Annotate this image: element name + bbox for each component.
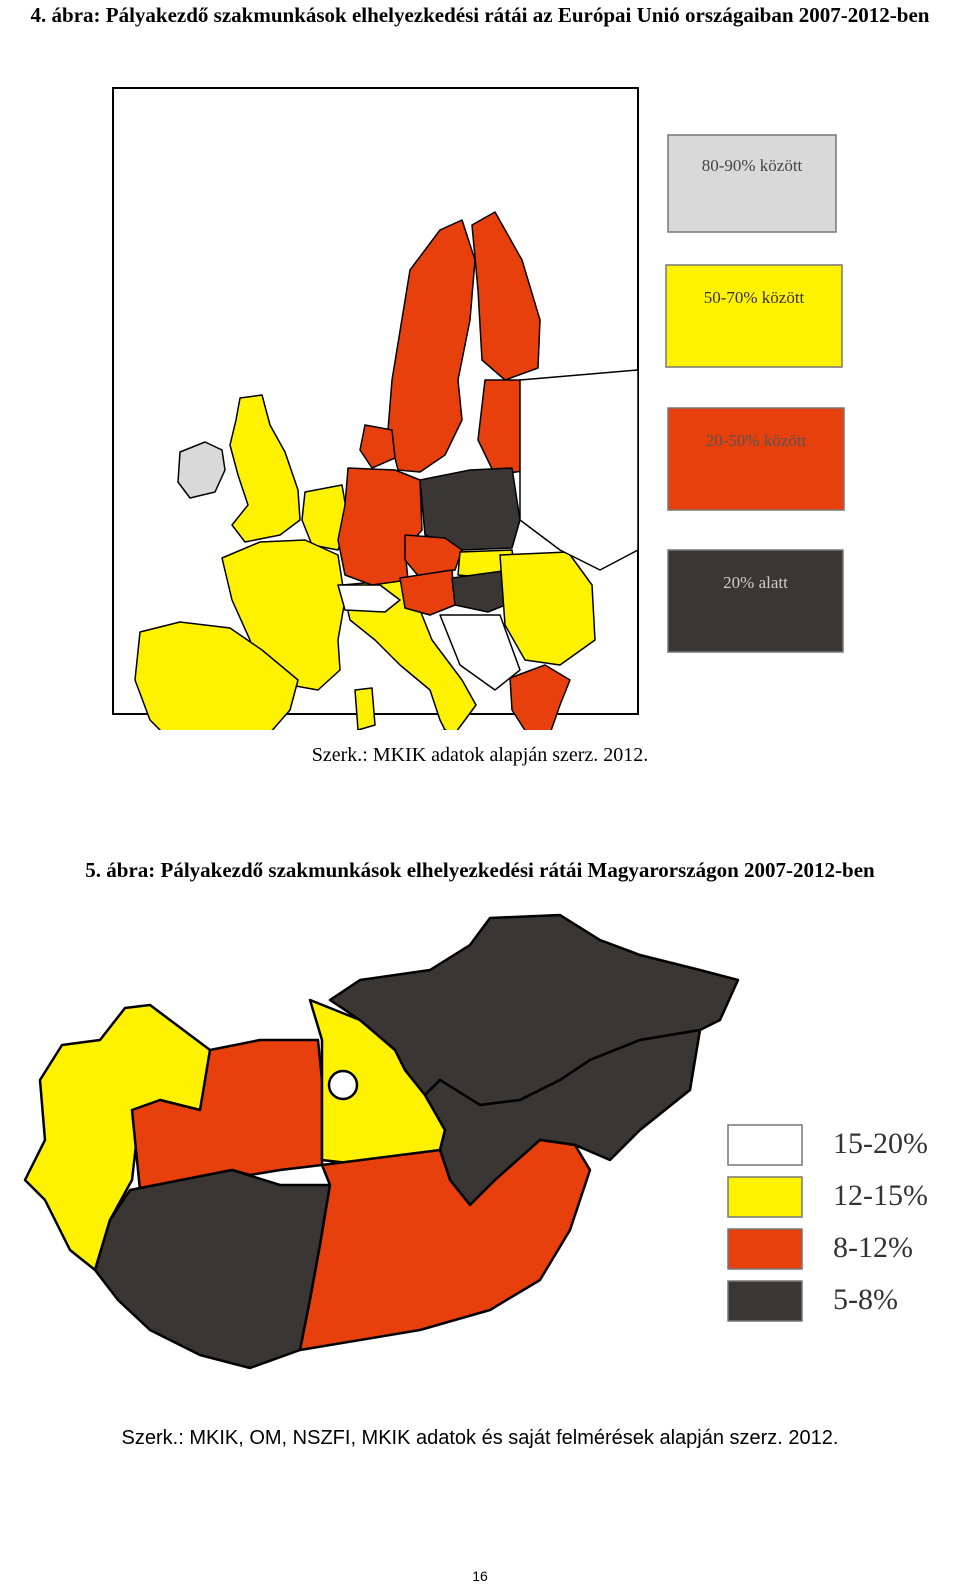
country — [509, 664, 571, 730]
figure-source: Szerk.: MKIK, OM, NSZFI, MKIK adatok és … — [121, 1427, 839, 1449]
legend-swatch — [667, 407, 845, 511]
legend-swatch — [667, 549, 844, 653]
country — [359, 424, 396, 469]
country — [134, 621, 299, 730]
legend-swatch — [727, 1228, 803, 1270]
legend-label: 20-50% között — [706, 431, 807, 450]
country — [221, 539, 346, 691]
country — [471, 211, 541, 381]
country — [404, 534, 463, 579]
legend-label: 20% alatt — [723, 573, 788, 592]
country — [519, 369, 639, 571]
country — [354, 687, 376, 730]
country — [341, 579, 477, 730]
legend-label: 12-15% — [833, 1179, 928, 1212]
legend-swatch — [667, 134, 837, 233]
legend-swatch — [727, 1280, 803, 1322]
page-number: 16 — [472, 1568, 488, 1584]
legend-label: 8-12% — [833, 1231, 913, 1264]
figure-title: 4. ábra: Pályakezdő szakmunkások elhelye… — [30, 3, 930, 27]
hungary-map: 15-20% 12-15% 8-12% 5-8% — [23, 913, 928, 1370]
legend-swatch — [727, 1124, 803, 1166]
legend-label: 5-8% — [833, 1283, 898, 1316]
country — [439, 614, 521, 691]
country — [399, 569, 456, 616]
country — [387, 219, 476, 473]
country — [337, 584, 401, 613]
legend-swatch — [727, 1176, 803, 1218]
country — [301, 484, 349, 551]
legend-label: 15-20% — [833, 1127, 928, 1160]
europe-map: 80-90% között 50-70% között 20-50% között 2… — [112, 87, 845, 730]
legend-label: 80-90% között — [702, 156, 803, 175]
country — [229, 394, 301, 543]
budapest — [327, 1069, 359, 1101]
figure-title: 5. ábra: Pályakezdő szakmunkások elhelye… — [85, 858, 875, 882]
legend-swatch — [665, 264, 843, 368]
region — [93, 1168, 332, 1370]
figure-source: Szerk.: MKIK adatok alapján szerz. 2012. — [311, 744, 649, 766]
country — [499, 551, 596, 666]
country — [177, 441, 226, 499]
legend-label: 50-70% között — [704, 288, 805, 307]
region — [298, 1138, 592, 1352]
